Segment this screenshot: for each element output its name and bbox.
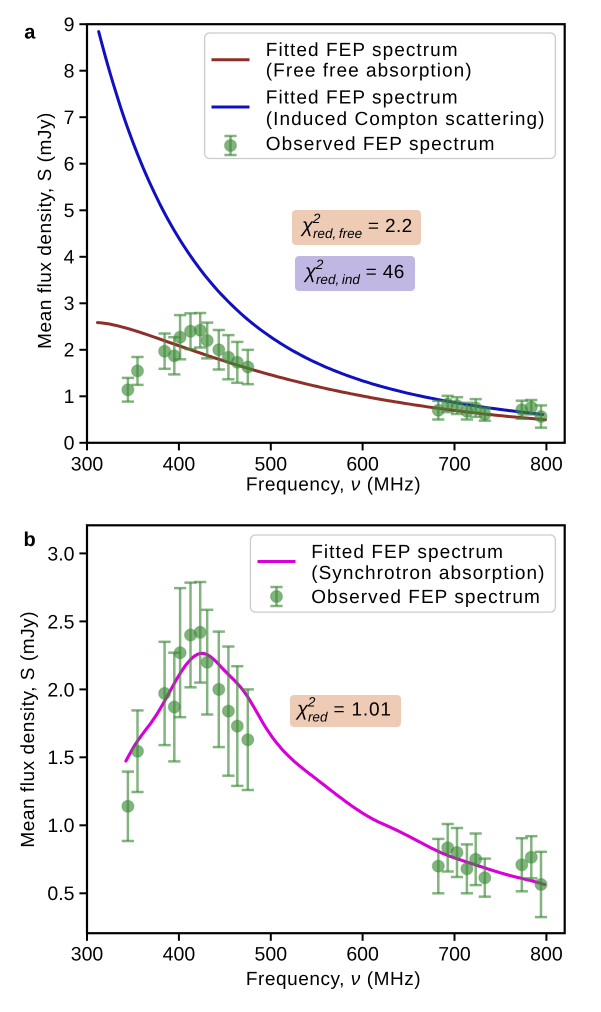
svg-text:800: 800 bbox=[530, 944, 563, 966]
svg-text:Mean flux density, S (mJy): Mean flux density, S (mJy) bbox=[18, 611, 39, 848]
svg-text:1: 1 bbox=[64, 386, 75, 408]
svg-text:(Induced Compton scattering): (Induced Compton scattering) bbox=[266, 109, 546, 130]
svg-text:700: 700 bbox=[438, 453, 471, 475]
svg-text:9: 9 bbox=[64, 14, 75, 36]
svg-text:600: 600 bbox=[346, 453, 379, 475]
svg-text:400: 400 bbox=[163, 944, 196, 966]
svg-text:Fitted FEP spectrum: Fitted FEP spectrum bbox=[311, 542, 504, 563]
svg-text:3: 3 bbox=[64, 293, 75, 315]
svg-text:Fitted FEP spectrum: Fitted FEP spectrum bbox=[266, 40, 459, 61]
svg-text:1.0: 1.0 bbox=[47, 815, 74, 837]
svg-text:0: 0 bbox=[64, 433, 75, 455]
svg-text:600: 600 bbox=[346, 944, 379, 966]
svg-text:400: 400 bbox=[163, 453, 196, 475]
svg-text:2.0: 2.0 bbox=[47, 679, 74, 701]
svg-text:Fitted FEP spectrum: Fitted FEP spectrum bbox=[266, 87, 459, 108]
svg-text:8: 8 bbox=[64, 61, 75, 83]
svg-text:300: 300 bbox=[71, 453, 104, 475]
svg-text:Observed FEP spectrum: Observed FEP spectrum bbox=[266, 134, 496, 155]
svg-text:Observed FEP spectrum: Observed FEP spectrum bbox=[311, 587, 541, 608]
svg-text:500: 500 bbox=[255, 453, 288, 475]
svg-text:Frequency, ν (MHz): Frequency, ν (MHz) bbox=[246, 969, 421, 990]
svg-text:Frequency, ν (MHz): Frequency, ν (MHz) bbox=[246, 475, 421, 496]
svg-text:2.5: 2.5 bbox=[47, 611, 74, 633]
svg-text:700: 700 bbox=[438, 944, 471, 966]
svg-text:(Synchrotron absorption): (Synchrotron absorption) bbox=[311, 563, 545, 584]
svg-text:1.5: 1.5 bbox=[47, 747, 74, 769]
svg-text:300: 300 bbox=[71, 944, 104, 966]
svg-text:5: 5 bbox=[64, 200, 75, 222]
svg-text:b: b bbox=[24, 529, 36, 551]
svg-text:6: 6 bbox=[64, 154, 75, 176]
svg-text:(Free free absorption): (Free free absorption) bbox=[266, 61, 473, 82]
svg-text:3.0: 3.0 bbox=[47, 543, 74, 565]
svg-text:a: a bbox=[24, 22, 36, 44]
svg-text:2: 2 bbox=[64, 340, 75, 362]
svg-text:0.5: 0.5 bbox=[47, 883, 74, 905]
svg-text:800: 800 bbox=[530, 453, 563, 475]
svg-text:500: 500 bbox=[255, 944, 288, 966]
svg-text:4: 4 bbox=[64, 247, 75, 269]
svg-text:Mean flux density, S (mJy): Mean flux density, S (mJy) bbox=[35, 112, 56, 349]
svg-text:7: 7 bbox=[64, 107, 75, 129]
